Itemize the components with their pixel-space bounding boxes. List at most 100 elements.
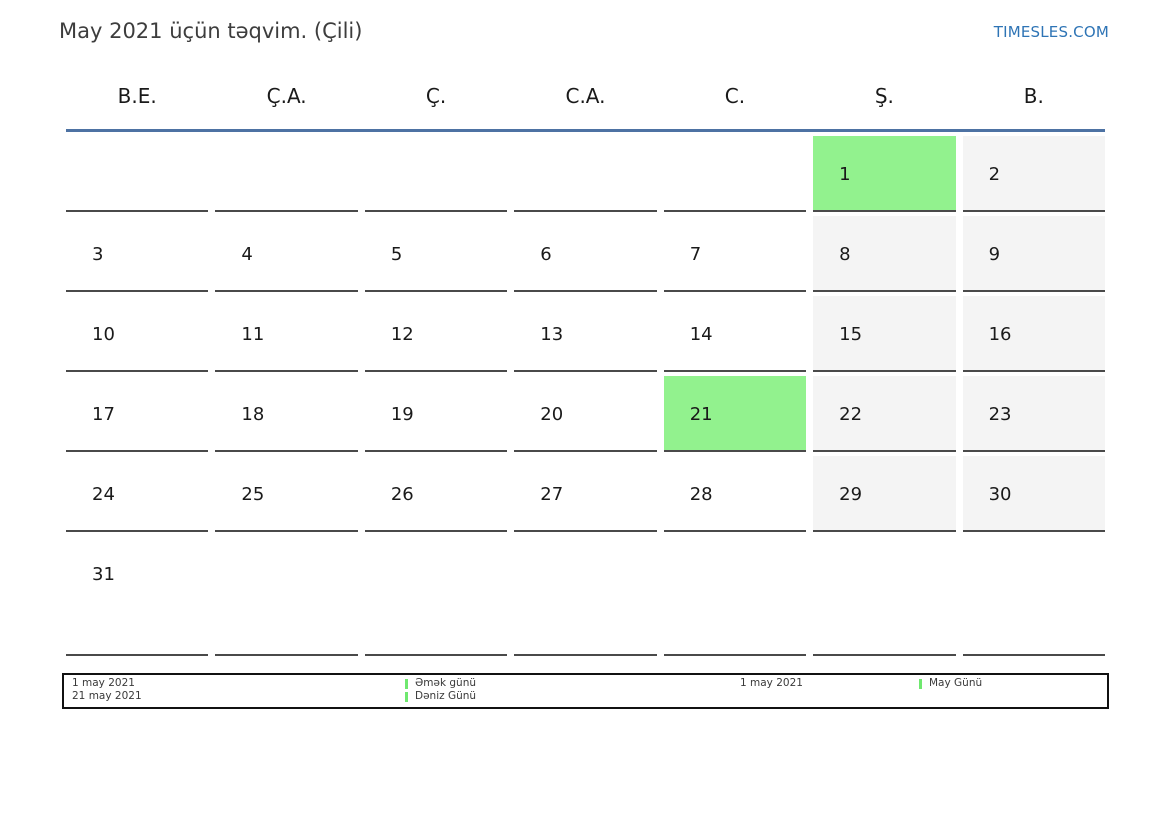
- day-number: 31: [92, 564, 115, 585]
- day-number: 3: [92, 244, 104, 265]
- day-number: 26: [390, 484, 414, 505]
- day-number: 12: [390, 324, 414, 345]
- day-number: 25: [241, 484, 265, 505]
- day-number: 15: [839, 324, 863, 345]
- day-cell-empty: [962, 532, 1105, 656]
- day-cell-empty: [364, 132, 508, 212]
- day-cell: 3: [66, 212, 209, 292]
- day-number: 5: [390, 244, 403, 265]
- week-row: 10 11 12 13 14 15 16: [66, 292, 1105, 372]
- day-cell-empty: [663, 132, 807, 212]
- day-number: 8: [839, 244, 851, 265]
- day-cell: 13: [514, 292, 657, 372]
- legend-label: Dəniz Günü: [415, 690, 477, 702]
- week-row: 3 4 5 6 7 8 9: [66, 212, 1105, 292]
- day-number: 2: [988, 164, 1001, 185]
- week-row: 17 18 19 20 21 22 23: [66, 372, 1105, 452]
- page-title: May 2021 üçün təqvim. (Çili): [59, 19, 363, 43]
- day-number: 11: [241, 324, 265, 345]
- week-row: 31: [66, 532, 1105, 656]
- day-number: 7: [689, 244, 702, 265]
- day-number: 6: [540, 244, 552, 265]
- day-cell: 25: [215, 452, 358, 532]
- day-cell: 4: [215, 212, 358, 292]
- header-divider: [66, 129, 1105, 132]
- day-cell: 28: [663, 452, 807, 532]
- legend-local-dates: 1 may 2021 21 may 2021: [72, 677, 142, 703]
- weekday-header-saturday: Ş.: [874, 84, 894, 108]
- holiday-swatch-icon: [405, 691, 408, 702]
- holiday-swatch-icon: [405, 678, 408, 689]
- day-cell-weekend: 22: [813, 372, 956, 452]
- day-number: 4: [241, 244, 253, 265]
- day-cell: 26: [364, 452, 508, 532]
- day-cell-weekend: 9: [962, 212, 1105, 292]
- day-cell-weekend: 2: [962, 132, 1105, 212]
- weekday-header-monday: B.E.: [117, 84, 157, 108]
- legend-date: 1 may 2021: [72, 677, 135, 689]
- day-number: 19: [390, 404, 414, 425]
- legend-item: May Günü: [919, 677, 982, 690]
- week-row: 1 2: [66, 132, 1105, 212]
- day-cell-empty: [66, 132, 209, 212]
- day-cell: 19: [364, 372, 508, 452]
- day-number: 21: [689, 404, 713, 425]
- day-number: 28: [689, 484, 713, 505]
- weekday-header-friday: C.: [724, 84, 746, 108]
- day-cell-empty: [215, 532, 358, 656]
- day-cell-empty: [813, 532, 956, 656]
- weekday-header-wednesday: Ç.: [425, 84, 447, 108]
- legend-item: Dəniz Günü: [405, 690, 476, 703]
- day-cell-weekend: 15: [813, 292, 956, 372]
- day-number: 23: [988, 404, 1012, 425]
- day-number: 24: [92, 484, 115, 505]
- holiday-swatch-icon: [919, 678, 922, 689]
- day-cell-empty: [663, 532, 807, 656]
- day-cell-weekend: 29: [813, 452, 956, 532]
- weekday-header-row: B.E. Ç.A. Ç. C.A. C. Ş. B.: [66, 84, 1105, 108]
- day-number: 22: [839, 404, 863, 425]
- day-cell: 6: [514, 212, 657, 292]
- day-cell-empty: [364, 532, 508, 656]
- day-number: 13: [540, 324, 564, 345]
- legend-box: 1 may 2021 21 may 2021 Əmək günü Dəniz G…: [62, 673, 1109, 709]
- day-cell: 20: [514, 372, 657, 452]
- day-cell-weekend: 30: [962, 452, 1105, 532]
- legend-item: Əmək günü: [405, 677, 476, 690]
- week-row: 24 25 26 27 28 29 30: [66, 452, 1105, 532]
- legend-date: 21 may 2021: [72, 690, 142, 702]
- day-cell: 14: [663, 292, 807, 372]
- day-cell: 5: [364, 212, 508, 292]
- legend-label: May Günü: [929, 677, 983, 689]
- day-number: 17: [92, 404, 115, 425]
- day-number: 10: [92, 324, 115, 345]
- day-cell-weekend: 16: [962, 292, 1105, 372]
- day-cell: 10: [66, 292, 209, 372]
- day-number: 18: [241, 404, 265, 425]
- legend-international-dates: 1 may 2021: [740, 677, 803, 690]
- day-number: 27: [540, 484, 564, 505]
- day-number: 9: [988, 244, 1001, 265]
- day-cell-holiday: 21: [663, 372, 807, 452]
- legend-local-labels: Əmək günü Dəniz Günü: [405, 677, 476, 703]
- day-cell: 7: [663, 212, 807, 292]
- day-cell-weekend: 8: [813, 212, 956, 292]
- day-cell-empty: [514, 132, 657, 212]
- day-cell-holiday: 1: [813, 132, 956, 212]
- day-number: 1: [839, 164, 851, 185]
- weekday-header-thursday: C.A.: [565, 84, 606, 108]
- weekday-header-tuesday: Ç.A.: [266, 84, 307, 108]
- day-number: 30: [988, 484, 1012, 505]
- day-number: 16: [988, 324, 1012, 345]
- calendar-grid: 1 2 3 4 5 6 7 8 9 10 11 12 13 14 15 16 1…: [66, 132, 1105, 656]
- day-cell: 18: [215, 372, 358, 452]
- weekday-header-sunday: B.: [1023, 84, 1044, 108]
- brand-link[interactable]: TIMESLES.COM: [993, 23, 1109, 41]
- day-cell: 31: [66, 532, 209, 656]
- day-cell: 27: [514, 452, 657, 532]
- day-cell-empty: [514, 532, 657, 656]
- day-number: 29: [839, 484, 863, 505]
- day-cell: 11: [215, 292, 358, 372]
- day-cell: 17: [66, 372, 209, 452]
